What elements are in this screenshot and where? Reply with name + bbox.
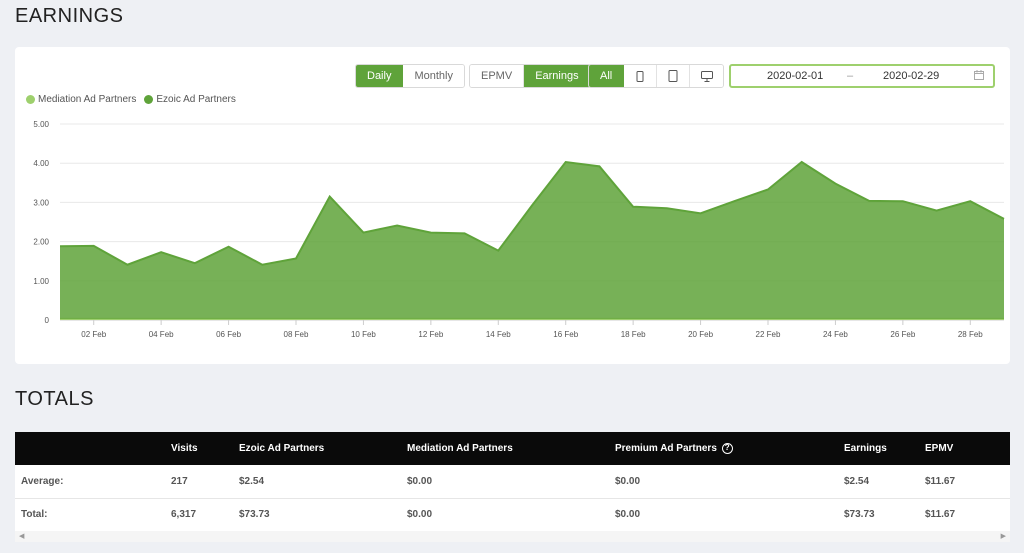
- row-label: Total:: [21, 509, 48, 520]
- table-header-row: Visits Ezoic Ad Partners Mediation Ad Pa…: [15, 432, 1010, 465]
- x-tick-label: 10 Feb: [351, 330, 376, 339]
- earnings-title: EARNINGS: [15, 5, 124, 27]
- header-premium: Premium Ad Partners ?: [609, 432, 838, 465]
- x-tick-label: 22 Feb: [756, 330, 781, 339]
- earnings-chart-card: 0 1.00 2.00 3.00 4.00 5.00 02 Feb 04 Feb 06 Feb 0…: [15, 47, 1010, 364]
- legend-item-ezoic[interactable]: Ezoic Ad Partners: [144, 94, 236, 105]
- tablet-icon: [668, 70, 678, 82]
- earnings-area-chart: 0 1.00 2.00 3.00 4.00 5.00 02 Feb 04 Feb 06 Feb 0…: [33, 120, 1005, 339]
- header-visits: Visits: [171, 443, 198, 454]
- mobile-button[interactable]: [624, 65, 658, 87]
- mediation-cell: $0.00: [407, 475, 433, 487]
- horizontal-scrollbar[interactable]: ◀ ▶: [15, 531, 1010, 542]
- chart-legend: Mediation Ad Partners Ezoic Ad Partners: [26, 94, 236, 105]
- x-tick-label: 20 Feb: [688, 330, 713, 339]
- period-toggle: Daily Monthly: [355, 64, 465, 88]
- totals-table-container: Visits Ezoic Ad Partners Mediation Ad Pa…: [15, 432, 1010, 542]
- x-tick-label: 14 Feb: [486, 330, 511, 339]
- daily-button[interactable]: Daily: [356, 65, 404, 87]
- x-tick-label: 24 Feb: [823, 330, 848, 339]
- device-toggle: All: [588, 64, 725, 88]
- date-end: 2020-02-29: [883, 70, 940, 82]
- x-tick-label: 16 Feb: [553, 330, 578, 339]
- totals-title: TOTALS: [15, 388, 94, 410]
- premium-cell: $0.00: [615, 509, 641, 520]
- x-tick-label: 04 Feb: [149, 330, 174, 339]
- header-label: [15, 432, 165, 465]
- x-tick-label: 02 Feb: [81, 330, 106, 339]
- y-tick-label: 0: [45, 316, 50, 325]
- legend-label-ezoic: Ezoic Ad Partners: [156, 94, 236, 105]
- scroll-left-icon[interactable]: ◀: [19, 533, 25, 540]
- visits-cell: 6,317: [171, 509, 197, 520]
- monthly-button[interactable]: Monthly: [403, 65, 464, 87]
- epmv-button[interactable]: EPMV: [470, 65, 525, 87]
- series-line-ezoic: [59, 160, 1005, 266]
- ezoic-cell: $73.73: [239, 509, 270, 520]
- desktop-button[interactable]: [690, 65, 724, 87]
- y-tick-label: 2.00: [33, 238, 49, 247]
- y-tick-label: 1.00: [33, 277, 49, 286]
- header-premium-label: Premium Ad Partners: [615, 443, 717, 455]
- mobile-icon: [636, 70, 644, 82]
- date-range-picker[interactable]: 2020-02-01 – 2020-02-29: [729, 64, 995, 88]
- table-row: Total: 6,317 $73.73 $0.00 $0.00 $73.73 $…: [15, 498, 1010, 531]
- all-devices-button[interactable]: All: [589, 65, 625, 87]
- x-tick-label: 26 Feb: [890, 330, 915, 339]
- header-epmv: EPMV: [925, 443, 954, 454]
- scroll-right-icon[interactable]: ▶: [1000, 533, 1006, 540]
- header-earnings: Earnings: [844, 443, 887, 454]
- x-tick-label: 08 Feb: [284, 330, 309, 339]
- table-row: Average: 217 $2.54 $0.00 $0.00 $2.54 $11…: [15, 465, 1010, 498]
- desktop-icon: [700, 70, 713, 82]
- metric-toggle: EPMV Earnings: [469, 64, 591, 88]
- date-start: 2020-02-01: [767, 70, 824, 82]
- x-tick-label: 06 Feb: [216, 330, 241, 339]
- ezoic-cell: $2.54: [239, 475, 265, 487]
- visits-cell: 217: [171, 475, 188, 487]
- premium-cell: $0.00: [615, 475, 641, 487]
- calendar-icon: [974, 70, 984, 80]
- date-separator: –: [847, 70, 854, 82]
- legend-dot-ezoic: [144, 95, 154, 104]
- y-tick-label: 3.00: [33, 198, 49, 207]
- y-tick-label: 4.00: [33, 159, 49, 168]
- x-tick-label: 18 Feb: [621, 330, 646, 339]
- earnings-cell: $2.54: [844, 475, 870, 487]
- legend-label-mediation: Mediation Ad Partners: [38, 94, 137, 105]
- row-label: Average:: [21, 475, 64, 487]
- epmv-cell: $11.67: [925, 509, 956, 520]
- earnings-button[interactable]: Earnings: [524, 65, 590, 87]
- earnings-cell: $73.73: [844, 509, 875, 520]
- help-icon[interactable]: ?: [721, 442, 733, 454]
- epmv-cell: $11.67: [925, 475, 956, 487]
- mediation-cell: $0.00: [407, 509, 433, 520]
- x-tick-label: 28 Feb: [958, 330, 983, 339]
- header-mediation: Mediation Ad Partners: [407, 443, 513, 454]
- series-area-ezoic: [60, 162, 1004, 319]
- legend-dot-mediation: [26, 95, 35, 104]
- legend-item-mediation[interactable]: Mediation Ad Partners: [26, 94, 136, 105]
- x-tick-label: 12 Feb: [418, 330, 443, 339]
- tablet-button[interactable]: [657, 65, 691, 87]
- totals-table: Visits Ezoic Ad Partners Mediation Ad Pa…: [15, 432, 1010, 532]
- y-tick-label: 5.00: [33, 120, 49, 129]
- header-ezoic: Ezoic Ad Partners: [239, 443, 325, 454]
